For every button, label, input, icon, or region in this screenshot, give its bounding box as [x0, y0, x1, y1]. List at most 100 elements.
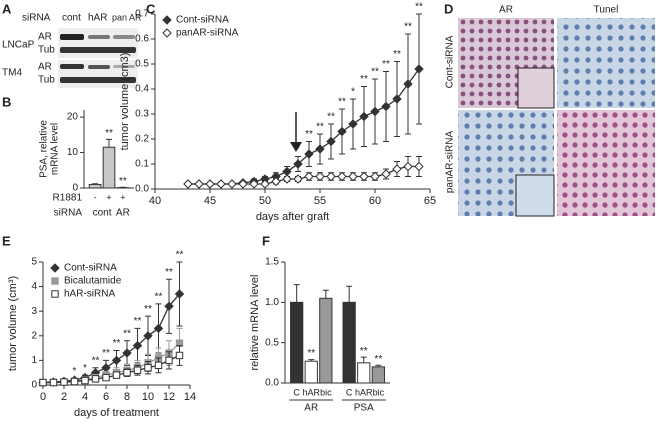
bar [342, 301, 356, 384]
y-axis-label: tumor volume (cm³) [7, 276, 19, 371]
marker [392, 94, 402, 104]
x-tick-label: 40 [149, 195, 161, 207]
x-tick-label: 55 [314, 195, 326, 207]
marker [122, 348, 132, 358]
marker [326, 136, 336, 147]
marker [315, 171, 325, 182]
marker [164, 301, 174, 311]
x-tick-label: bic [373, 387, 385, 397]
series-line [188, 165, 419, 185]
significance: ** [113, 338, 121, 349]
marker [91, 375, 100, 383]
marker [143, 331, 153, 341]
column-label: AR [499, 5, 513, 16]
y-tick-label: 0.3 [135, 109, 149, 120]
band-label: AR [38, 32, 52, 43]
marker [282, 174, 292, 184]
band-label: Tub [38, 75, 55, 86]
marker [39, 378, 47, 387]
bar [102, 146, 116, 189]
legend-marker [50, 263, 60, 273]
error-bar [92, 183, 99, 185]
marker [271, 176, 281, 187]
y-tick-label: 0.5 [265, 337, 279, 348]
x-tick-label: 50 [259, 195, 271, 207]
group-title: siRNA [54, 208, 83, 219]
inset [515, 174, 555, 217]
band [113, 65, 135, 68]
significance: ** [92, 355, 100, 366]
marker [60, 378, 68, 386]
legend-label: panAR-siRNA [176, 28, 239, 39]
marker [70, 377, 79, 386]
significance: ** [360, 74, 368, 85]
cell-label: LNCaP [2, 40, 35, 51]
y-tick-label: 0.0 [265, 378, 279, 389]
band [113, 35, 135, 39]
marker [359, 111, 369, 122]
x-tick-label: + [120, 192, 125, 202]
marker [337, 126, 347, 137]
panel-label: E [2, 233, 11, 248]
y-tick-label: 5 [31, 257, 37, 268]
marker [49, 378, 58, 387]
error-bar [293, 284, 300, 303]
row-label: panAR-siRNA [445, 131, 456, 194]
marker [293, 159, 303, 169]
significance: ** [165, 267, 173, 278]
histology-panel: D AR Tunel Cont-siRNA panAR-siRNA [444, 1, 655, 217]
group-label: PSA [354, 403, 374, 414]
arrow-head [290, 142, 302, 152]
marker [414, 161, 424, 172]
y-axis-label: mRNA level [50, 123, 61, 175]
marker [194, 179, 204, 189]
band [88, 35, 110, 39]
marker [238, 179, 248, 189]
marker [260, 179, 270, 189]
x-tick-label: 12 [163, 391, 175, 403]
significance: * [73, 366, 77, 377]
marker [165, 356, 173, 365]
y-tick-label: 0.1 [135, 159, 149, 170]
x-tick-label: 0 [40, 391, 46, 403]
x-tick-label: + [106, 192, 111, 202]
group-label: cont [93, 208, 112, 219]
marker [359, 171, 369, 182]
legend-marker [162, 15, 172, 25]
significance: ** [360, 346, 368, 357]
significance: ** [382, 59, 390, 70]
marker [216, 179, 226, 189]
marker [249, 179, 259, 189]
x-tick-label: hAR [302, 387, 320, 397]
micrograph [557, 18, 655, 108]
marker [112, 371, 121, 379]
x-axis-label: days of treatment [74, 407, 159, 419]
x-tick-label: 8 [124, 391, 130, 403]
panel-label: B [2, 94, 11, 109]
x-tick-label: 65 [424, 195, 436, 207]
bar [319, 297, 333, 384]
legend-marker [162, 28, 172, 38]
significance: ** [307, 348, 315, 359]
x-tick-label: 2 [61, 391, 67, 403]
x-tick-label: hAR [355, 387, 373, 397]
legend-label: Cont-siRNA [176, 15, 229, 26]
y-tick-label: 0.0 [135, 184, 149, 195]
y-tick-label: 0 [72, 183, 78, 194]
marker [123, 369, 131, 377]
y-axis-label: relative mRNA level [249, 275, 261, 371]
group-label: AR [116, 208, 130, 219]
y-tick-label: 20 [67, 112, 79, 123]
marker [326, 171, 336, 182]
marker [403, 79, 413, 89]
micrograph [557, 110, 655, 216]
bar [304, 360, 318, 384]
significance: ** [134, 316, 142, 327]
marker [304, 149, 314, 159]
legend-label: Cont-siRNA [64, 263, 117, 274]
panel-label: A [2, 1, 12, 16]
y-tick-label: 0.5 [135, 59, 149, 70]
marker [370, 106, 380, 117]
band [60, 77, 136, 83]
